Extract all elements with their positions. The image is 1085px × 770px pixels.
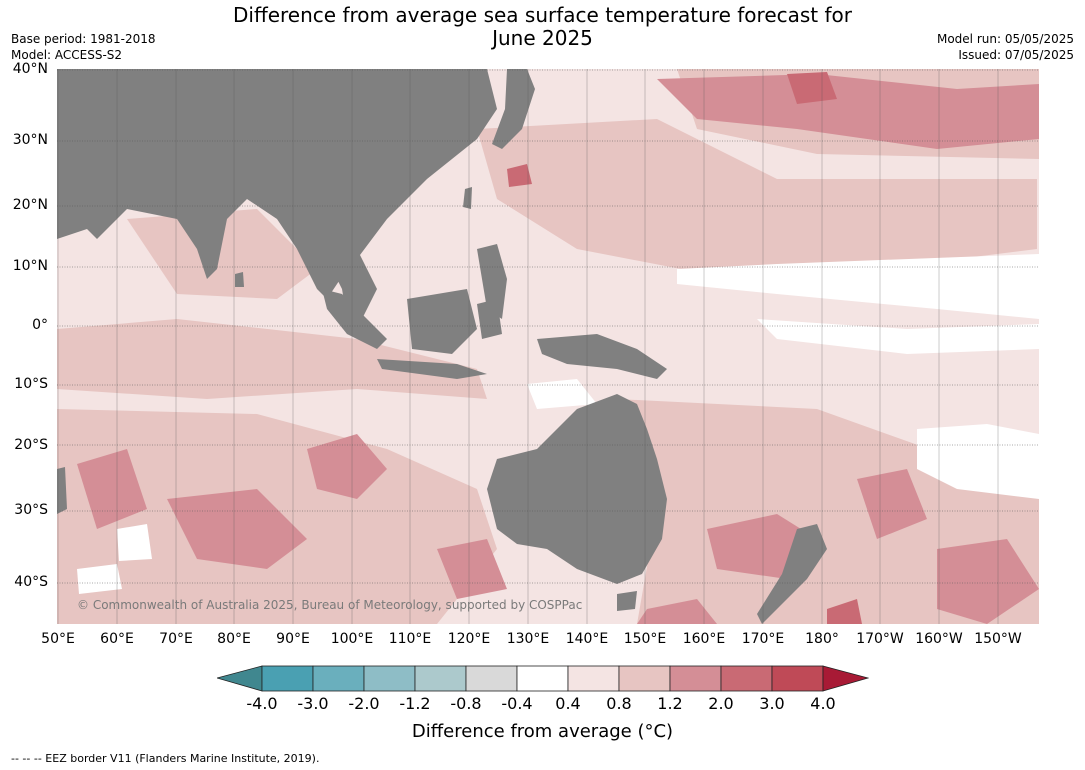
sumatra-land bbox=[322, 289, 387, 349]
lon-label: 50°E bbox=[41, 631, 75, 647]
lon-label: 60°E bbox=[100, 631, 134, 647]
lat-label: 20°N bbox=[12, 197, 48, 213]
colorbar-segment bbox=[363, 665, 416, 692]
colorbar-segment bbox=[567, 665, 620, 692]
lon-label: 150°W bbox=[974, 631, 1022, 647]
lon-label: 150°E bbox=[623, 631, 667, 647]
colorbar-segment bbox=[414, 665, 467, 692]
philippines-land bbox=[477, 244, 507, 319]
lat-label: 10°N bbox=[12, 258, 48, 274]
colorbar-tick: -0.4 bbox=[501, 694, 533, 713]
taiwan-land bbox=[463, 187, 472, 209]
australia-land bbox=[487, 394, 667, 584]
colorbar-high-arrow bbox=[822, 665, 869, 692]
lon-label: 170°E bbox=[741, 631, 785, 647]
anomaly-2.0-3.0 bbox=[507, 72, 862, 624]
colorbar-tick: 0.4 bbox=[555, 694, 581, 713]
meta-right: Model run: 05/05/2025 Issued: 07/05/2025 bbox=[937, 31, 1074, 63]
meridians bbox=[57, 69, 999, 624]
lat-label: 30°N bbox=[12, 132, 48, 148]
eez-footnote: -- -- -- EEZ border V11 (Flanders Marine… bbox=[11, 752, 320, 765]
map-title: Difference from average sea surface temp… bbox=[0, 4, 1085, 50]
lon-label: 160°W bbox=[915, 631, 963, 647]
sst-anomaly-map bbox=[57, 69, 1039, 624]
colorbar-segment bbox=[669, 665, 722, 692]
asia-land bbox=[57, 69, 497, 299]
model-run-text: Model run: 05/05/2025 bbox=[936, 32, 1074, 46]
map-canvas bbox=[57, 69, 1039, 624]
colorbar-segment bbox=[261, 665, 314, 692]
land bbox=[57, 69, 827, 624]
issued-text: Issued: 07/05/2025 bbox=[958, 48, 1074, 62]
colorbar-tick: 0.8 bbox=[606, 694, 632, 713]
meta-left: Base period: 1981-2018 Model: ACCESS-S2 bbox=[11, 31, 156, 63]
colorbar-label: Difference from average (°C) bbox=[411, 721, 674, 742]
lon-label: 80°E bbox=[217, 631, 251, 647]
lon-label: 70°E bbox=[159, 631, 193, 647]
colorbar-tick: -0.8 bbox=[450, 694, 482, 713]
japan-land bbox=[492, 69, 535, 149]
borneo-land bbox=[407, 289, 477, 354]
graticule bbox=[57, 69, 1039, 584]
colorbar-tick: 4.0 bbox=[810, 694, 836, 713]
model-text: Model: ACCESS-S2 bbox=[11, 48, 123, 62]
colorbar-tick: -4.0 bbox=[246, 694, 278, 713]
colorbar-tick: -3.0 bbox=[297, 694, 329, 713]
lat-label: 30°S bbox=[14, 502, 48, 518]
title-line-1: Difference from average sea surface temp… bbox=[232, 3, 852, 27]
lon-label: 180° bbox=[805, 631, 839, 647]
colorbar-segment bbox=[465, 665, 518, 692]
colorbar-tick: 3.0 bbox=[759, 694, 785, 713]
colorbar-tick: -2.0 bbox=[348, 694, 380, 713]
colorbar-segment bbox=[618, 665, 671, 692]
lon-label: 110°E bbox=[388, 631, 432, 647]
lat-label: 40°N bbox=[12, 61, 48, 77]
colorbar-tick: 1.2 bbox=[657, 694, 683, 713]
tasmania-land bbox=[617, 591, 637, 611]
lon-label: 130°E bbox=[506, 631, 550, 647]
colorbar-segment bbox=[771, 665, 824, 692]
lat-label: 20°S bbox=[14, 437, 48, 453]
arabia-land bbox=[57, 179, 112, 234]
colorbar-segment bbox=[516, 665, 569, 692]
copyright-notice: © Commonwealth of Australia 2025, Bureau… bbox=[77, 598, 583, 612]
colorbar bbox=[217, 665, 869, 692]
sulawesi-land bbox=[477, 299, 502, 339]
lon-label: 140°E bbox=[565, 631, 609, 647]
lat-label: 10°S bbox=[14, 376, 48, 392]
lat-label: 0° bbox=[32, 317, 48, 333]
lat-label: 40°S bbox=[14, 574, 48, 590]
lon-label: 160°E bbox=[682, 631, 726, 647]
colorbar-low-arrow bbox=[217, 665, 263, 692]
colorbar-segment bbox=[312, 665, 365, 692]
new-guinea-land bbox=[537, 334, 667, 379]
title-line-2: June 2025 bbox=[492, 26, 593, 50]
sri-lanka-land bbox=[235, 272, 244, 287]
madagascar-land bbox=[57, 467, 67, 514]
colorbar-tick: -1.2 bbox=[399, 694, 431, 713]
base-period-text: Base period: 1981-2018 bbox=[11, 32, 156, 46]
lon-label: 120°E bbox=[447, 631, 491, 647]
anomaly-neutral bbox=[77, 254, 1039, 594]
colorbar-tick: 2.0 bbox=[708, 694, 734, 713]
colorbar-segment bbox=[720, 665, 773, 692]
java-land bbox=[377, 359, 487, 379]
lon-label: 100°E bbox=[330, 631, 374, 647]
lon-label: 90°E bbox=[276, 631, 310, 647]
new-zealand-land bbox=[757, 524, 827, 624]
lon-label: 170°W bbox=[856, 631, 904, 647]
